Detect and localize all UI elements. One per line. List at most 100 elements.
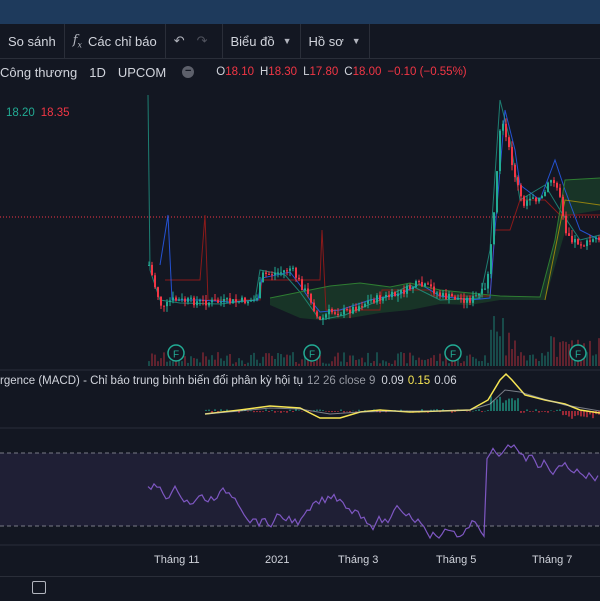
macd-hist-bar bbox=[295, 409, 297, 411]
macd-hist-bar bbox=[580, 411, 582, 417]
macd-hist-bar bbox=[331, 411, 333, 413]
marker-label: F bbox=[173, 350, 179, 361]
candle-body bbox=[184, 298, 186, 302]
candle-body bbox=[406, 285, 408, 294]
candle-body bbox=[259, 282, 261, 299]
macd-hist-bar bbox=[568, 411, 570, 417]
volume-bar bbox=[361, 357, 363, 366]
fx-icon: fx bbox=[72, 32, 83, 50]
candle-body bbox=[535, 197, 537, 202]
volume-bar bbox=[250, 354, 252, 366]
macd-hist-bar bbox=[214, 409, 216, 411]
candle-body bbox=[565, 215, 567, 234]
volume-bar bbox=[172, 361, 174, 366]
macd-hist-bar bbox=[319, 409, 321, 411]
volume-bar bbox=[436, 360, 438, 366]
event-marker-f[interactable]: F bbox=[167, 344, 185, 362]
undo-redo-group: ↶ ↷ bbox=[166, 24, 222, 58]
profile-dropdown[interactable]: Hồ sơ ▼ bbox=[301, 24, 369, 58]
volume-bar bbox=[196, 358, 198, 366]
candle-body bbox=[424, 283, 426, 287]
chevron-down-icon: ▼ bbox=[351, 36, 361, 46]
bid-price: 18.20 bbox=[6, 107, 35, 119]
volume-bar bbox=[232, 363, 234, 366]
volume-bar bbox=[496, 331, 498, 366]
candle-body bbox=[388, 294, 390, 298]
macd-hist-bar bbox=[337, 411, 339, 412]
volume-bar bbox=[307, 359, 309, 366]
macd-hist-bar bbox=[535, 409, 537, 411]
calendar-icon[interactable] bbox=[32, 581, 46, 594]
candle-body bbox=[580, 244, 582, 246]
compare-button[interactable]: So sánh bbox=[0, 24, 64, 58]
macd-hist-bar bbox=[430, 409, 432, 411]
event-markers: F F F F bbox=[167, 344, 587, 362]
candle-body bbox=[457, 297, 459, 300]
macd-hist-bar bbox=[274, 411, 276, 413]
volume-bar bbox=[466, 355, 468, 366]
marker-label: F bbox=[450, 350, 456, 361]
macd-hist-bar bbox=[556, 409, 558, 411]
candle-body bbox=[247, 301, 249, 304]
price-chart-canvas[interactable]: F F F F bbox=[0, 58, 600, 576]
symbol-interval[interactable]: 1D bbox=[89, 64, 106, 80]
candle-body bbox=[487, 273, 489, 289]
candle-body bbox=[298, 277, 300, 280]
rsi-line bbox=[147, 444, 599, 540]
candle-body bbox=[400, 289, 402, 294]
macd-hist-bar bbox=[355, 411, 357, 412]
candle-body bbox=[340, 314, 342, 316]
volume-bar bbox=[181, 361, 183, 366]
event-marker-f[interactable]: F bbox=[569, 344, 587, 362]
volume-bar bbox=[280, 354, 282, 366]
toolbar-divider bbox=[299, 24, 301, 58]
volume-bar bbox=[322, 362, 324, 366]
candle-body bbox=[493, 212, 495, 245]
macd-hist-bar bbox=[328, 411, 330, 412]
indicators-label: Các chỉ báo bbox=[88, 33, 157, 49]
volume-bar bbox=[526, 360, 528, 366]
candle-body bbox=[538, 198, 540, 202]
candle-body bbox=[166, 301, 168, 307]
volume-bar bbox=[511, 348, 513, 366]
volume-bar bbox=[559, 342, 561, 366]
volume-bar bbox=[463, 361, 465, 366]
candle-body bbox=[421, 282, 423, 287]
volume-bar bbox=[184, 356, 186, 366]
collapse-icon[interactable]: − bbox=[182, 66, 195, 78]
macd-hist-bar bbox=[514, 400, 516, 411]
event-marker-f[interactable]: F bbox=[444, 344, 462, 362]
volume-bar bbox=[211, 355, 213, 366]
volume-bar bbox=[247, 362, 249, 366]
x-axis-label: Tháng 3 bbox=[338, 554, 379, 566]
marker-label: F bbox=[575, 350, 581, 361]
event-marker-f[interactable]: F bbox=[303, 344, 321, 362]
candle-body bbox=[364, 303, 366, 307]
volume-bar bbox=[373, 361, 375, 366]
volume-bar bbox=[343, 352, 345, 366]
volume-bar bbox=[580, 357, 582, 366]
volume-bar bbox=[535, 358, 537, 366]
volume-bar bbox=[379, 363, 381, 366]
volume-bar bbox=[217, 352, 219, 366]
symbol-name[interactable]: Công thương bbox=[0, 64, 78, 80]
volume-bar bbox=[403, 353, 405, 366]
volume-bar bbox=[241, 360, 243, 366]
indicators-button[interactable]: fx Các chỉ báo bbox=[65, 24, 165, 58]
chart-toolbar: So sánh fx Các chỉ báo ↶ ↷ Biểu đồ ▼ Hồ … bbox=[0, 24, 600, 59]
volume-bar bbox=[427, 359, 429, 366]
macd-hist-bar bbox=[508, 398, 510, 411]
macd-hist-bar bbox=[271, 410, 273, 411]
macd-hist-bar bbox=[550, 410, 552, 411]
redo-icon[interactable]: ↷ bbox=[196, 33, 208, 48]
volume-bar bbox=[556, 356, 558, 366]
volume-bar bbox=[289, 355, 291, 366]
candle-body bbox=[154, 275, 156, 288]
macd-hist-bar bbox=[250, 410, 252, 412]
volume-bar bbox=[388, 362, 390, 366]
chart-type-dropdown[interactable]: Biểu đồ ▼ bbox=[223, 24, 300, 58]
candle-body bbox=[574, 239, 576, 243]
undo-icon[interactable]: ↶ bbox=[173, 33, 185, 48]
volume-bar bbox=[430, 357, 432, 366]
candle-body bbox=[172, 297, 174, 301]
